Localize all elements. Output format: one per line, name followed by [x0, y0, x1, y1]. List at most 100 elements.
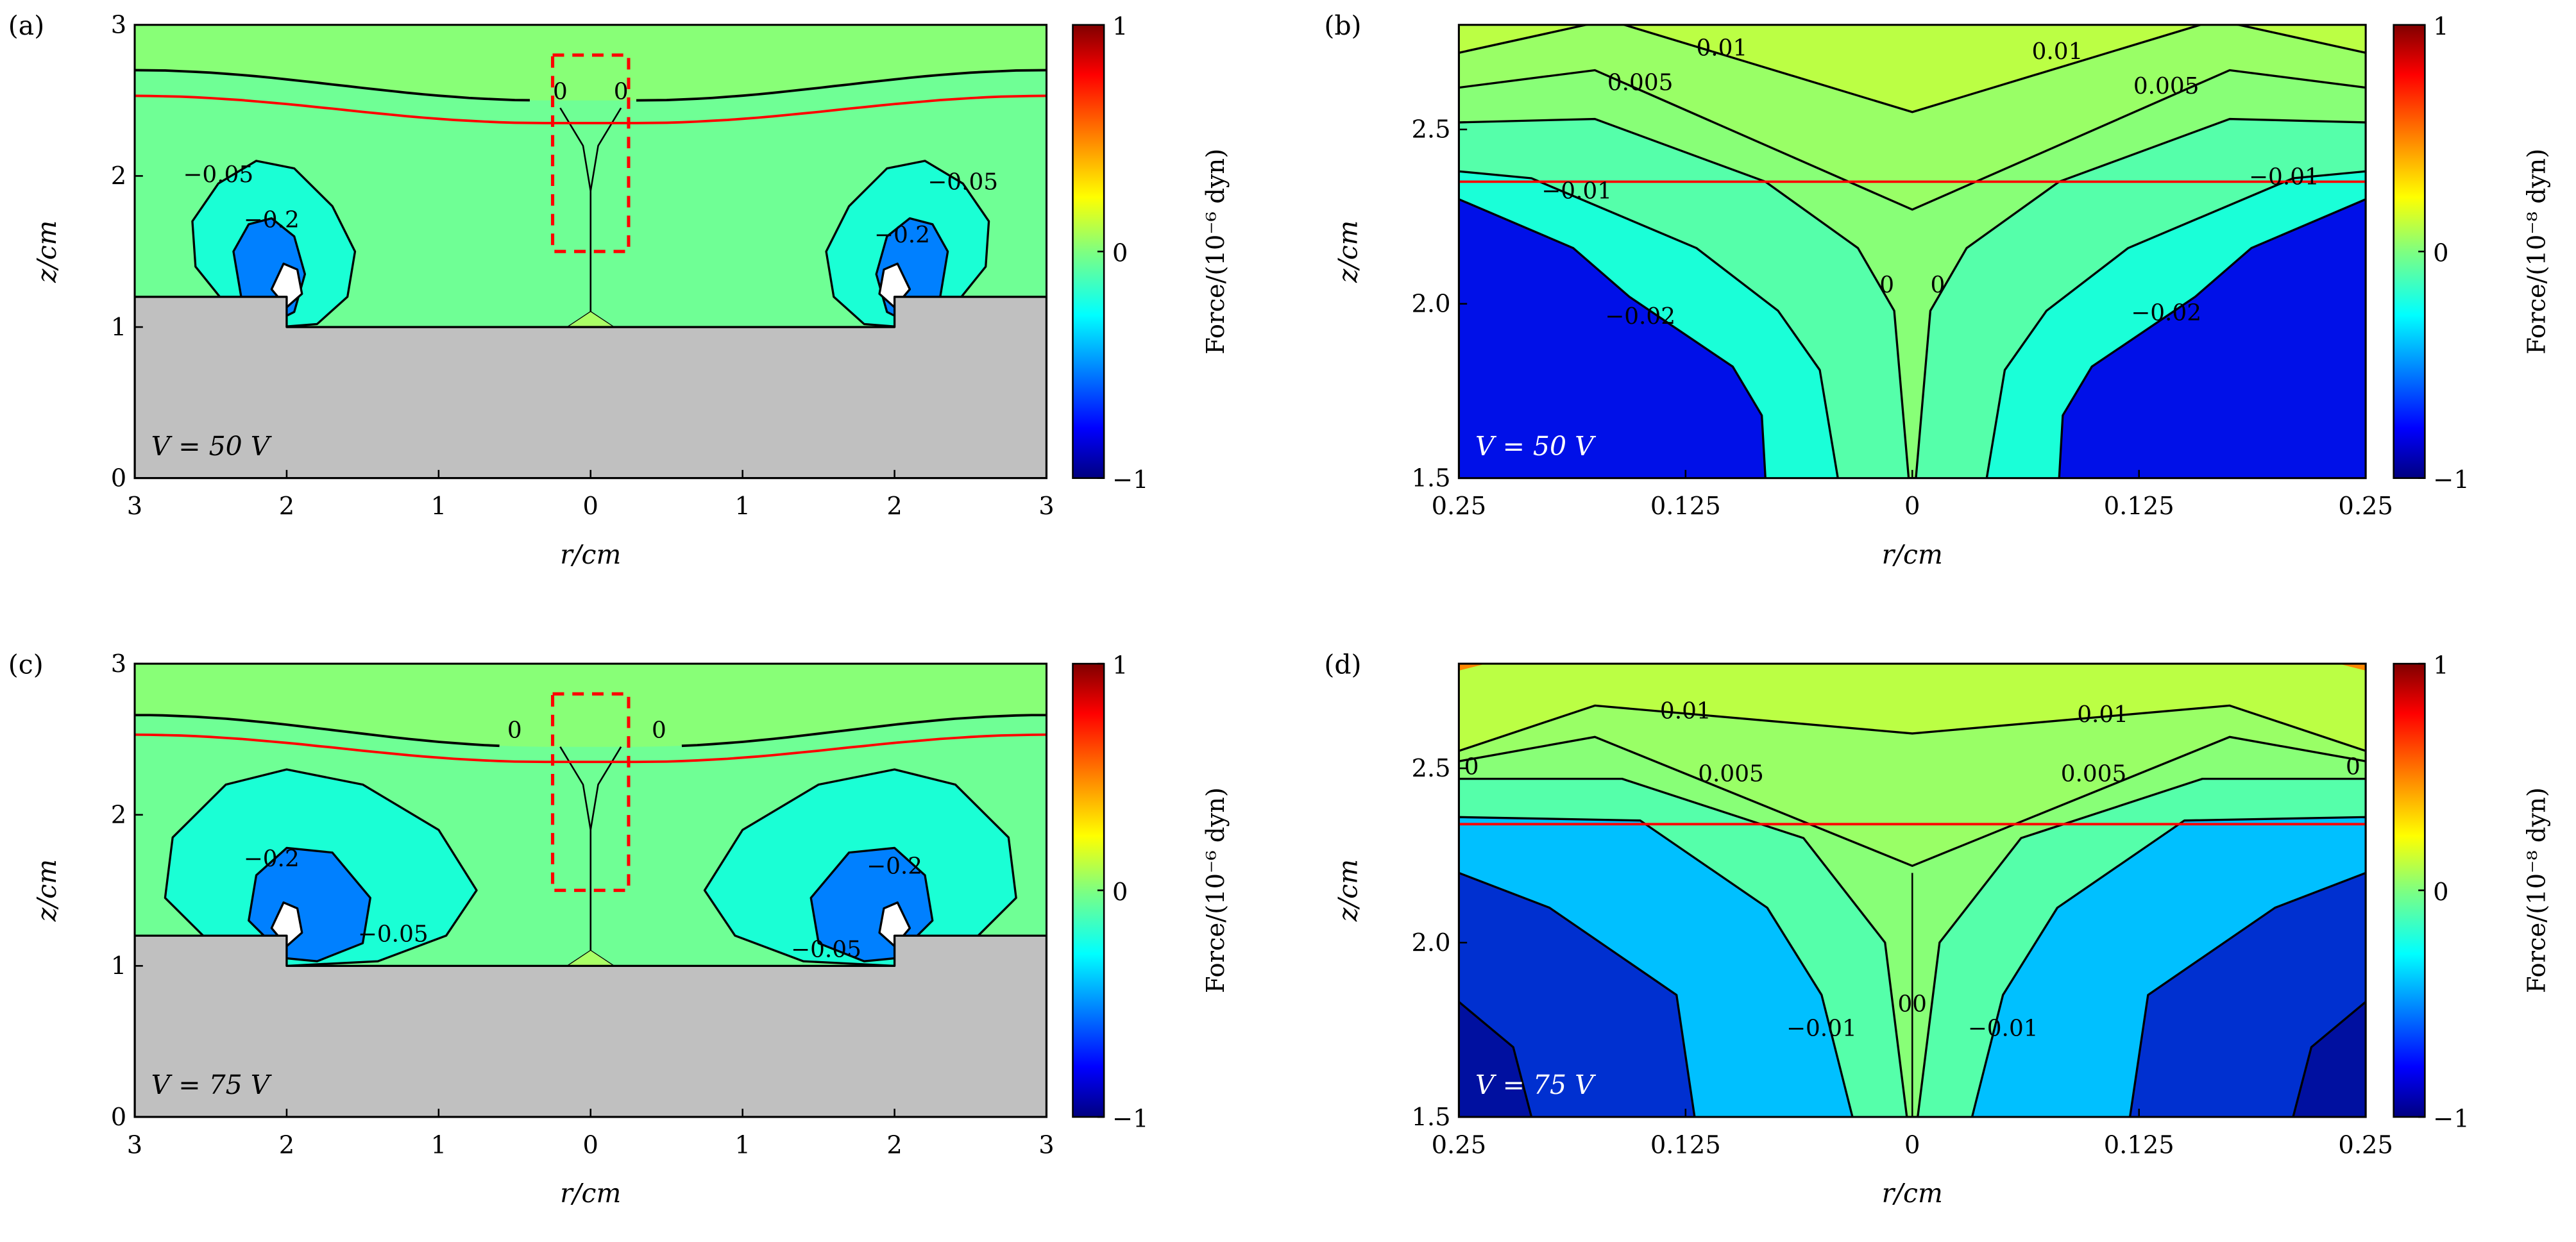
y-tick-label: 0: [111, 1103, 126, 1132]
x-tick-label: 2: [886, 1130, 902, 1159]
region-navy-right: [2292, 1000, 2366, 1117]
contour-label: −0.01: [2249, 164, 2319, 190]
panel-label: (b): [1324, 10, 1361, 41]
colorbar-label: Force/(10⁻⁸ dyn): [2522, 787, 2551, 993]
y-tick-label: 1.5: [1411, 1103, 1450, 1132]
x-axis-label: r/cm: [1882, 539, 1943, 570]
contour-label: 0.01: [2032, 38, 2083, 65]
panel-a: 0 0−0.05 −0.05−0.2−0.23 2 1 0 1 2 30123r/cmz/cm(…: [8, 10, 1230, 570]
y-tick-label: 2.0: [1411, 928, 1450, 957]
contour-label: −0.2: [867, 853, 922, 880]
colorbar-tick-label: 0: [1112, 878, 1128, 907]
colorbar-tick-label: 1: [2433, 12, 2448, 41]
colorbar-tick-label: 1: [2433, 651, 2448, 680]
contour-zero-left: [135, 69, 530, 102]
contour-label: 0.005: [1698, 761, 1764, 787]
y-tick-label: 3: [111, 11, 126, 40]
contour-label: 0: [1464, 754, 1479, 780]
y-tick-label: 2.5: [1411, 754, 1450, 783]
panel-c: 0 0−0.2 −0.2−0.05−0.053 2 1 0 1 2 30123r/cmz/cm(…: [8, 649, 1230, 1209]
contour-label: 0: [1930, 272, 1945, 298]
plot-area: 0 0 −0.2 −0.2 −0.05 −0.05: [135, 664, 1047, 1117]
y-tick-label: 0: [111, 464, 126, 492]
panel-label: (d): [1324, 649, 1361, 680]
contour-label: −0.01: [1968, 1016, 2038, 1042]
x-tick-label: 2: [279, 492, 294, 521]
colorbar: 1 0 −1 Force/(10⁻⁶ dyn): [1072, 12, 1230, 494]
y-axis-label: z/cm: [1333, 859, 1364, 922]
voltage-annotation: V = 75 V: [151, 1070, 273, 1100]
contour-label: −0.2: [244, 846, 300, 872]
x-tick-label: 0: [583, 492, 598, 521]
colorbar: 1 0 −1 Force/(10⁻⁶ dyn): [1072, 651, 1230, 1133]
colorbar-label: Force/(10⁻⁸ dyn): [2522, 149, 2551, 355]
y-axis-label: z/cm: [1333, 221, 1364, 283]
center-wedge: [568, 312, 614, 328]
x-tick-label: 3: [127, 1130, 142, 1159]
x-tick-label: 1: [734, 1130, 750, 1159]
colorbar-tick-label: −1: [2433, 466, 2470, 494]
x-tick-label: 0: [583, 1130, 598, 1159]
voltage-annotation: V = 75 V: [1475, 1070, 1597, 1100]
panel-b: 0.01 0.01 0.005 0.005 −0.01 −0.01 0 0 −0.02 −0.02…: [1324, 10, 2551, 570]
x-tick-label: 1: [431, 1130, 446, 1159]
panel-label: (a): [8, 10, 44, 41]
y-axis-label: z/cm: [31, 859, 62, 922]
x-axis-label: r/cm: [1882, 1178, 1943, 1209]
colorbar-label: Force/(10⁻⁶ dyn): [1201, 149, 1230, 355]
colorbar-tick-label: 1: [1112, 651, 1128, 680]
x-tick-label: 0.125: [1650, 492, 1721, 521]
colorbar-tick-label: −1: [2433, 1104, 2470, 1133]
y-tick-label: 2.5: [1411, 115, 1450, 144]
colorbar-tick-label: 0: [1112, 239, 1128, 268]
contour-zero-right: [636, 69, 1047, 102]
y-tick-label: 1: [111, 313, 126, 342]
colorbar: 1 0 −1 Force/(10⁻⁸ dyn): [2393, 12, 2551, 494]
x-tick-label: 0.125: [2104, 492, 2174, 521]
contour-label: 0.01: [1696, 35, 1747, 61]
corner-left-orange: [1459, 664, 1486, 671]
contour-label: 0: [614, 78, 629, 105]
x-tick-label: 0.125: [1650, 1130, 1721, 1159]
x-tick-label: 0: [1904, 492, 1920, 521]
y-tick-label: 2.0: [1411, 290, 1450, 319]
x-tick-label: 3: [1038, 1130, 1054, 1159]
region-darkblue-right: [2128, 871, 2366, 1117]
contour-label: 0: [1912, 991, 1927, 1017]
x-tick-label: 0.25: [1432, 492, 1487, 521]
colorbar-tick-label: 1: [1112, 12, 1128, 41]
colorbar-tick-label: −1: [1112, 1104, 1149, 1133]
colorbar-tick-label: −1: [1112, 466, 1149, 494]
region-blue-left: [1459, 198, 1767, 478]
y-axis-label: z/cm: [31, 221, 62, 283]
electrode-region: [135, 296, 1047, 478]
colorbar-tick-label: 0: [2433, 878, 2448, 907]
x-tick-label: 0.125: [2104, 1130, 2174, 1159]
center-wedge: [568, 950, 614, 966]
region-blue-right: [2058, 198, 2366, 478]
contour-zero-left: [135, 714, 500, 748]
region-navy-left: [1459, 1000, 1533, 1117]
colorbar-tick-label: 0: [2433, 239, 2448, 268]
plot-area: 0.01 0.01 0.005 0.005 −0.01 −0.01 0 0 −0.02 −0.02: [1459, 24, 2366, 478]
red-surface-line: [135, 733, 1047, 764]
contour-label: 0: [1898, 991, 1913, 1017]
x-tick-label: 0: [1904, 1130, 1920, 1159]
contour-label: 0: [1879, 272, 1894, 298]
x-axis-label: r/cm: [560, 1178, 621, 1209]
contour-label: 0.01: [1660, 698, 1711, 725]
y-tick-label: 1: [111, 952, 126, 980]
contour-label: −0.05: [791, 936, 861, 962]
contour-label: 0.01: [2077, 701, 2128, 728]
contour-label: −0.05: [358, 921, 428, 948]
colorbar: 1 0 −1 Force/(10⁻⁸ dyn): [2393, 651, 2551, 1133]
contour-label: 0.005: [2061, 761, 2127, 787]
contour-label: 0.005: [2133, 73, 2199, 99]
contour-label: 0: [553, 78, 568, 105]
y-tick-label: 1.5: [1411, 464, 1450, 492]
region-darkblue-left: [1459, 871, 1696, 1117]
contour-label: −0.02: [2131, 300, 2201, 326]
